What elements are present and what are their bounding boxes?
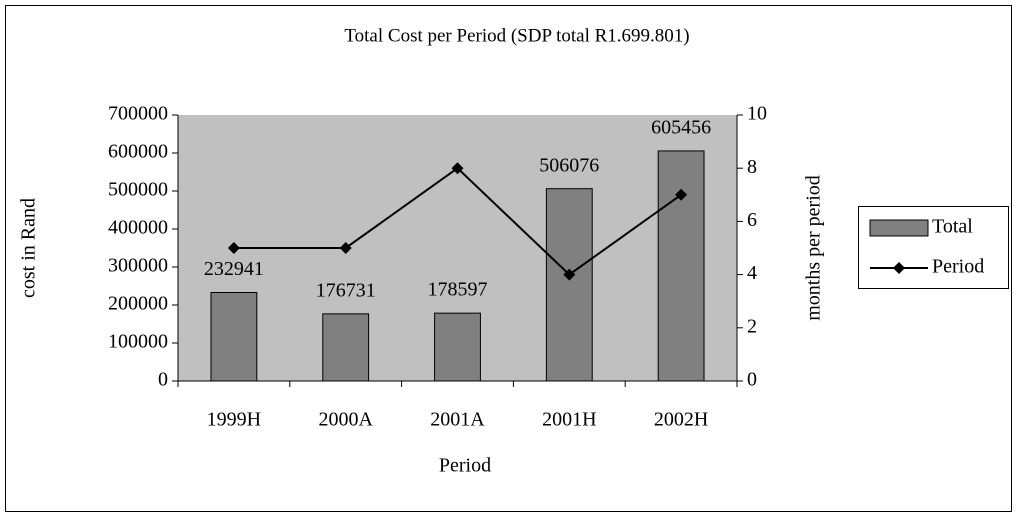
- data-label: 506076: [539, 154, 599, 176]
- data-label: 178597: [428, 279, 488, 301]
- data-label: 176731: [316, 279, 376, 301]
- y-tick-label: 700000: [108, 103, 168, 125]
- x-tick-label: 2000A: [318, 409, 373, 431]
- y-tick-label: 300000: [108, 255, 168, 277]
- y2-tick-label: 10: [747, 103, 767, 125]
- y-tick-label: 600000: [108, 141, 168, 163]
- legend-label: Period: [932, 256, 984, 278]
- x-tick-label: 2001H: [542, 409, 596, 431]
- y-tick-label: 100000: [108, 331, 168, 353]
- y-tick-label: 0: [158, 369, 168, 391]
- y-tick-label: 400000: [108, 217, 168, 239]
- x-tick-label: 2002H: [654, 409, 708, 431]
- x-tick-label: 1999H: [207, 409, 261, 431]
- y2-tick-label: 8: [747, 156, 757, 178]
- y-axis-label: cost in Rand: [18, 198, 40, 298]
- line-marker: [451, 162, 464, 175]
- bar: [434, 312, 481, 382]
- line-marker: [227, 242, 240, 254]
- bar: [322, 313, 370, 382]
- bar: [210, 291, 258, 382]
- line-marker: [339, 242, 352, 254]
- data-label: 605456: [651, 117, 711, 139]
- data-label: 232941: [204, 258, 264, 280]
- x-tick-label: 2001A: [430, 409, 485, 431]
- y-tick-label: 500000: [108, 179, 168, 201]
- legend-swatch: [869, 219, 929, 237]
- y2-tick-label: 2: [747, 315, 757, 337]
- y2-tick-label: 4: [747, 262, 757, 284]
- line-marker: [563, 268, 576, 281]
- line-marker: [675, 188, 688, 201]
- y2-tick-label: 6: [747, 209, 757, 231]
- y-tick-label: 200000: [108, 293, 168, 315]
- bar: [657, 150, 705, 382]
- legend-label: Total: [932, 216, 973, 238]
- legend-marker: [893, 262, 905, 274]
- chart-title: Total Cost per Period (SDP total R1.699.…: [344, 25, 689, 46]
- y2-axis-label: months per period: [803, 175, 825, 321]
- bar: [545, 188, 593, 382]
- y2-tick-label: 0: [747, 369, 757, 391]
- x-axis-label: Period: [439, 455, 491, 477]
